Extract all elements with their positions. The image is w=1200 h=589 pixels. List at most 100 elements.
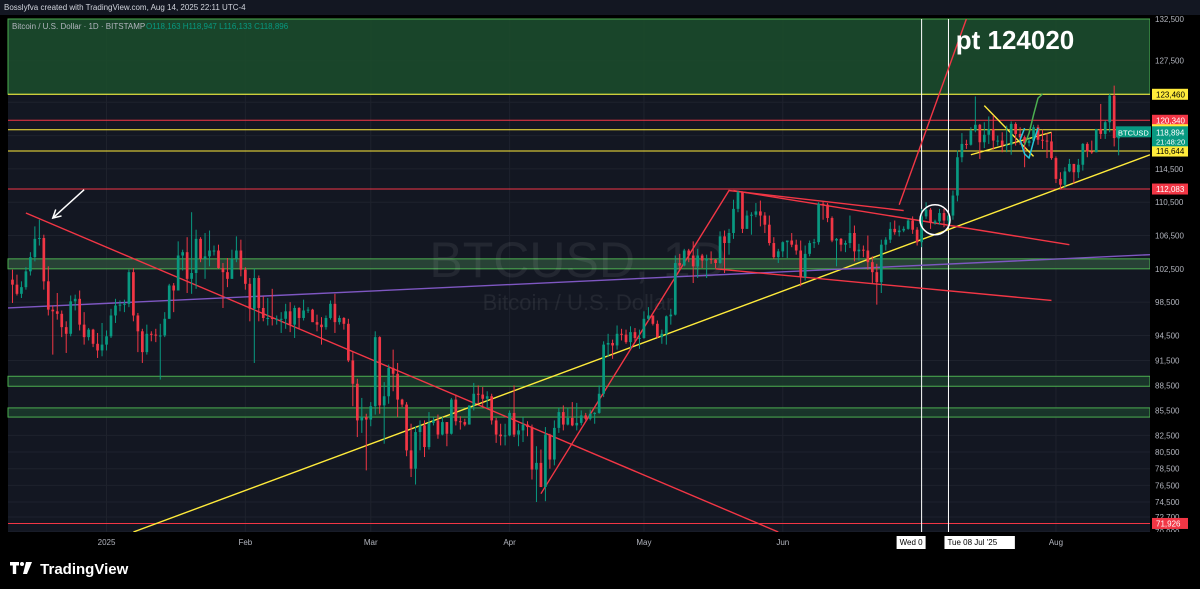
price-tag-label: 116,644 bbox=[1156, 147, 1185, 156]
trendline bbox=[133, 154, 1150, 532]
candle-body bbox=[902, 228, 906, 231]
candle-body bbox=[875, 272, 879, 283]
candle-body bbox=[217, 250, 220, 269]
candle-body bbox=[821, 203, 825, 205]
candle-body bbox=[297, 307, 301, 318]
candle-body bbox=[987, 128, 991, 135]
legend-title: Bitcoin / U.S. Dollar · 1D · BITSTAMP bbox=[12, 22, 145, 31]
candle-body bbox=[826, 204, 829, 219]
candle-body bbox=[458, 421, 462, 423]
candle-body bbox=[485, 396, 489, 399]
price-axis-label: 72,700 bbox=[1155, 513, 1180, 522]
candle-body bbox=[382, 396, 386, 406]
candle-body bbox=[723, 236, 726, 244]
candle-body bbox=[132, 272, 135, 316]
candle-body bbox=[427, 422, 431, 448]
candle-body bbox=[790, 240, 794, 245]
candle-body bbox=[342, 317, 346, 324]
price-axis-label: 76,500 bbox=[1155, 481, 1180, 490]
time-axis-label: 2025 bbox=[98, 538, 116, 547]
candle-body bbox=[508, 412, 511, 436]
candle-body bbox=[60, 313, 64, 328]
price-axis-label: 91,500 bbox=[1155, 356, 1180, 365]
candle-body bbox=[678, 263, 682, 266]
candle-body bbox=[884, 239, 888, 245]
candle-body bbox=[548, 434, 552, 460]
candle-body bbox=[436, 420, 440, 435]
candle-body bbox=[929, 209, 932, 224]
candle-body bbox=[127, 272, 131, 304]
candle-body bbox=[29, 257, 32, 272]
candle-body bbox=[82, 324, 86, 338]
candle-body bbox=[347, 323, 350, 361]
candle-body bbox=[1032, 127, 1035, 141]
candle-body bbox=[414, 432, 417, 469]
candle-body bbox=[38, 238, 41, 240]
candle-body bbox=[293, 307, 296, 325]
candle-body bbox=[579, 415, 583, 423]
candle-body bbox=[776, 251, 780, 258]
candle-body bbox=[714, 259, 717, 264]
trendline bbox=[983, 105, 1035, 157]
candle-body bbox=[176, 255, 180, 291]
candle-body bbox=[687, 250, 691, 256]
candle-body bbox=[938, 213, 941, 222]
attribution-bar: Bosslyfva created with TradingView.com, … bbox=[0, 0, 1200, 15]
price-axis-label: 78,500 bbox=[1155, 465, 1180, 474]
candle-body bbox=[96, 343, 99, 351]
price-axis-label: 88,500 bbox=[1155, 381, 1180, 390]
candle-body bbox=[673, 263, 677, 315]
candle-body bbox=[669, 314, 673, 317]
countdown-label: 21:48:20 bbox=[1156, 137, 1185, 146]
candle-body bbox=[46, 281, 50, 310]
trendline bbox=[8, 253, 1150, 309]
candle-body bbox=[879, 244, 883, 283]
candle-body bbox=[1085, 143, 1089, 152]
candle-body bbox=[745, 215, 749, 229]
candle-body bbox=[355, 383, 359, 421]
candle-body bbox=[978, 124, 982, 143]
candle-body bbox=[51, 309, 55, 312]
candle-body bbox=[960, 143, 964, 158]
candle-body bbox=[982, 134, 986, 143]
candle-body bbox=[279, 318, 283, 320]
candle-body bbox=[208, 250, 211, 257]
candle-body bbox=[893, 228, 897, 233]
candle-body bbox=[561, 412, 565, 425]
trendline bbox=[715, 268, 1052, 302]
candle-body bbox=[911, 220, 914, 230]
trendline bbox=[898, 19, 968, 205]
candle-body bbox=[306, 309, 310, 311]
symbol-tag bbox=[1116, 126, 1151, 138]
candle-body bbox=[1090, 151, 1094, 153]
candle-body bbox=[557, 412, 561, 428]
candle-body bbox=[772, 243, 776, 258]
price-tag bbox=[1152, 114, 1188, 126]
candle-body bbox=[530, 427, 534, 470]
candle-body bbox=[467, 405, 471, 425]
candle-body bbox=[302, 310, 305, 318]
candle-body bbox=[803, 253, 807, 278]
candle-body bbox=[853, 233, 856, 252]
price-tag bbox=[1152, 145, 1188, 157]
candle-body bbox=[888, 228, 892, 240]
support-zone bbox=[7, 407, 1151, 418]
candle-body bbox=[73, 298, 77, 302]
candle-body bbox=[741, 192, 744, 229]
candle-body bbox=[700, 255, 704, 261]
candle-body bbox=[651, 315, 655, 324]
candle-body bbox=[642, 318, 646, 338]
candle-body bbox=[535, 462, 538, 470]
candle-body bbox=[553, 427, 556, 460]
candle-body bbox=[391, 367, 395, 374]
candle-body bbox=[266, 317, 270, 319]
candle-body bbox=[1094, 128, 1098, 153]
candle-body bbox=[933, 221, 937, 224]
candle-body bbox=[785, 240, 789, 243]
candle-body bbox=[78, 298, 81, 325]
candle-body bbox=[163, 318, 167, 336]
candle-body bbox=[951, 195, 955, 216]
time-axis-label: Aug bbox=[1049, 538, 1063, 547]
